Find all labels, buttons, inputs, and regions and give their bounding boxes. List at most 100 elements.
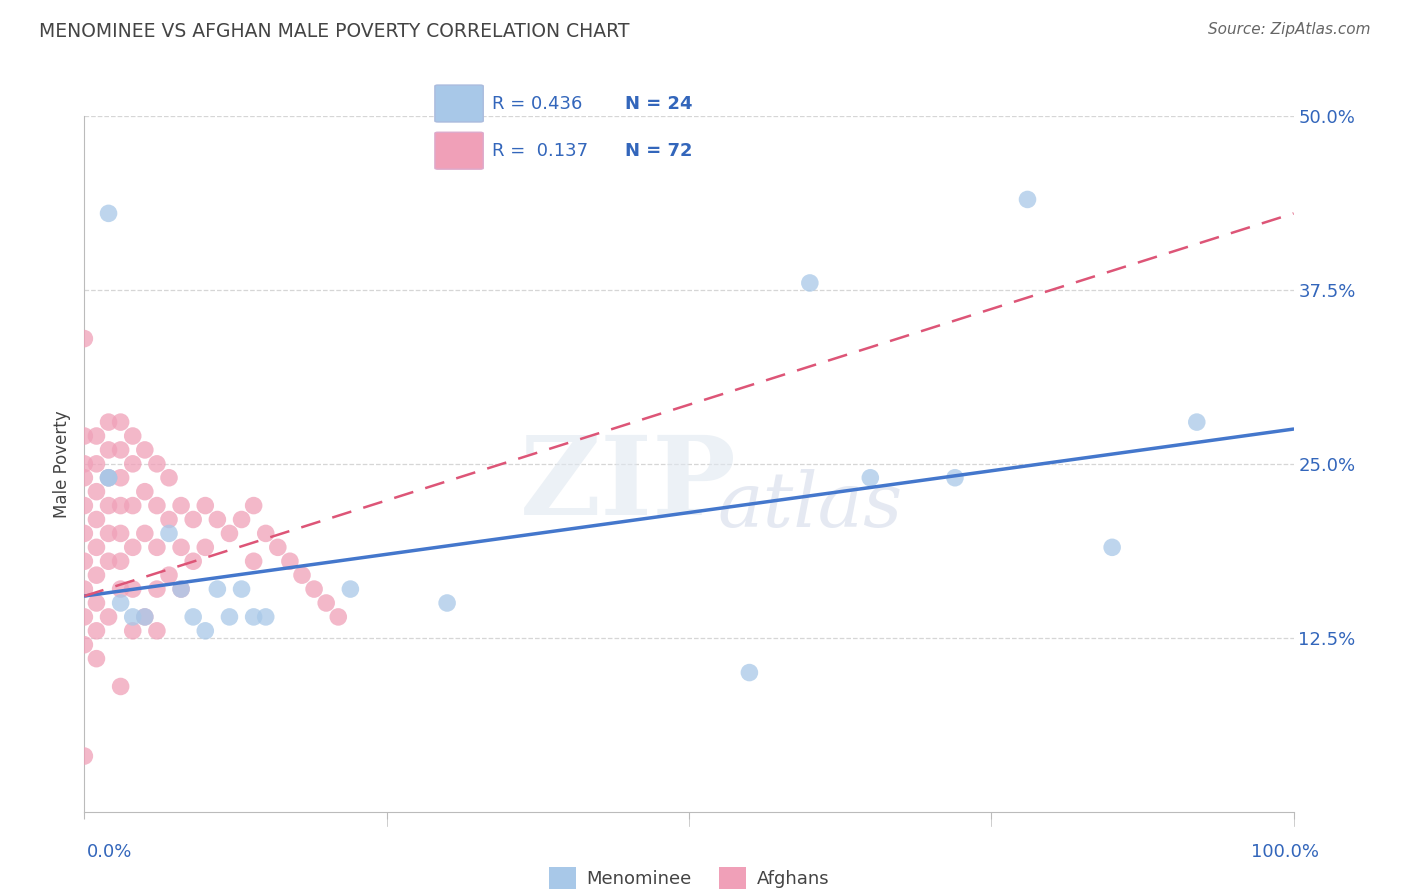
Point xyxy=(181,554,204,568)
Point xyxy=(110,554,132,568)
Point xyxy=(170,541,193,555)
Text: N = 24: N = 24 xyxy=(626,95,693,112)
Point xyxy=(943,471,966,485)
Point xyxy=(97,471,120,485)
Point xyxy=(73,457,96,471)
Point xyxy=(73,499,96,513)
Point xyxy=(278,554,301,568)
Text: N = 72: N = 72 xyxy=(626,142,693,160)
Point xyxy=(799,276,821,290)
Point xyxy=(157,512,180,526)
Point xyxy=(146,541,169,555)
Point xyxy=(291,568,314,582)
Point xyxy=(86,568,108,582)
Point xyxy=(181,512,204,526)
Point xyxy=(738,665,761,680)
Point xyxy=(121,429,143,443)
Point xyxy=(73,554,96,568)
Point xyxy=(110,499,132,513)
Point xyxy=(157,568,180,582)
Point xyxy=(302,582,325,596)
Point xyxy=(86,651,108,665)
Point xyxy=(231,512,253,526)
Point xyxy=(97,471,120,485)
Point xyxy=(170,499,193,513)
Point xyxy=(170,582,193,596)
Point xyxy=(110,471,132,485)
Point xyxy=(181,610,204,624)
Point xyxy=(1017,193,1039,207)
Point xyxy=(134,610,156,624)
Point xyxy=(339,582,361,596)
Point xyxy=(97,526,120,541)
Point xyxy=(436,596,458,610)
Text: 100.0%: 100.0% xyxy=(1251,843,1319,861)
Text: ZIP: ZIP xyxy=(520,431,737,538)
Point xyxy=(170,582,193,596)
Point xyxy=(121,624,143,638)
Point xyxy=(242,499,264,513)
Point xyxy=(110,680,132,694)
Text: MENOMINEE VS AFGHAN MALE POVERTY CORRELATION CHART: MENOMINEE VS AFGHAN MALE POVERTY CORRELA… xyxy=(39,22,630,41)
Point xyxy=(1101,541,1123,555)
Point xyxy=(218,526,240,541)
Text: R =  0.137: R = 0.137 xyxy=(492,142,589,160)
Point xyxy=(146,499,169,513)
Point xyxy=(97,442,120,457)
Point xyxy=(254,610,277,624)
Point xyxy=(86,541,108,555)
Point xyxy=(86,596,108,610)
Legend: Menominee, Afghans: Menominee, Afghans xyxy=(541,860,837,892)
Point xyxy=(73,749,96,764)
Point xyxy=(207,512,229,526)
Point xyxy=(73,638,96,652)
Point xyxy=(134,484,156,499)
FancyBboxPatch shape xyxy=(434,132,484,169)
Point xyxy=(121,541,143,555)
Point xyxy=(97,206,120,220)
Point xyxy=(86,512,108,526)
Point xyxy=(86,457,108,471)
Point xyxy=(73,610,96,624)
Point xyxy=(157,526,180,541)
Point xyxy=(194,624,217,638)
Text: atlas: atlas xyxy=(717,468,903,542)
Point xyxy=(315,596,337,610)
FancyBboxPatch shape xyxy=(434,85,484,122)
Point xyxy=(207,582,229,596)
Point xyxy=(97,415,120,429)
Text: R = 0.436: R = 0.436 xyxy=(492,95,582,112)
Point xyxy=(110,442,132,457)
Point xyxy=(328,610,350,624)
Point xyxy=(73,429,96,443)
Point xyxy=(157,471,180,485)
Point xyxy=(134,526,156,541)
Point xyxy=(242,554,264,568)
Point xyxy=(146,624,169,638)
Point xyxy=(110,582,132,596)
Point xyxy=(134,610,156,624)
Point xyxy=(121,499,143,513)
Point xyxy=(97,471,120,485)
Point xyxy=(110,596,132,610)
Point xyxy=(97,554,120,568)
Point xyxy=(97,499,120,513)
Point xyxy=(110,526,132,541)
Point xyxy=(121,582,143,596)
Y-axis label: Male Poverty: Male Poverty xyxy=(53,410,72,517)
Point xyxy=(86,484,108,499)
Point xyxy=(231,582,253,596)
Point xyxy=(121,457,143,471)
Point xyxy=(86,624,108,638)
Point xyxy=(218,610,240,624)
Point xyxy=(73,582,96,596)
Text: Source: ZipAtlas.com: Source: ZipAtlas.com xyxy=(1208,22,1371,37)
Point xyxy=(121,610,143,624)
Point xyxy=(146,457,169,471)
Point xyxy=(73,332,96,346)
Point xyxy=(1185,415,1208,429)
Point xyxy=(73,526,96,541)
Point xyxy=(267,541,290,555)
Point xyxy=(73,471,96,485)
Point xyxy=(194,541,217,555)
